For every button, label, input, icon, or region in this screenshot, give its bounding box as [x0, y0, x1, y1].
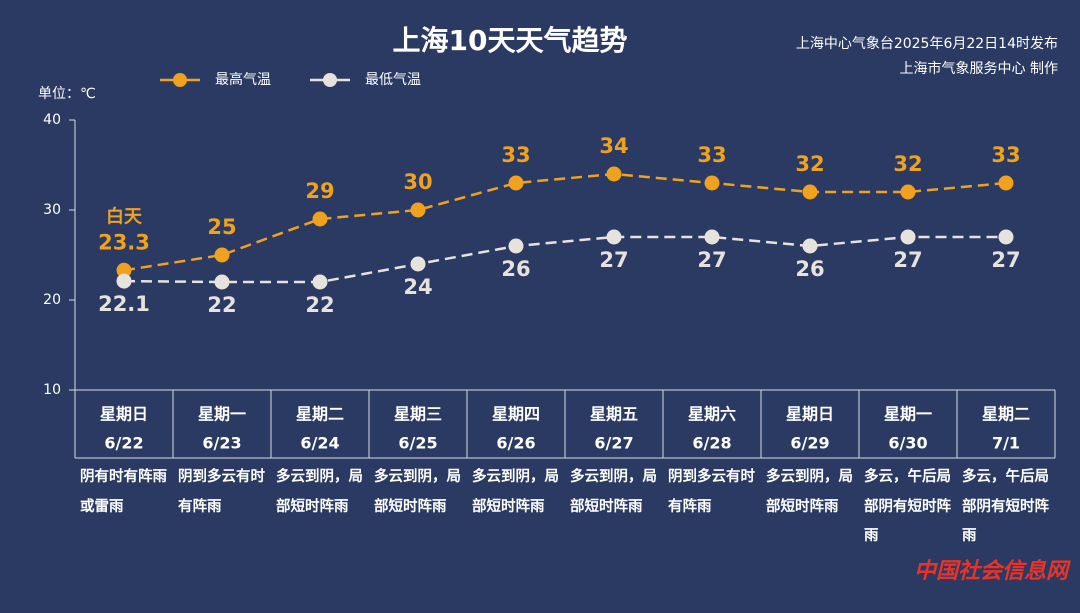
point — [214, 274, 230, 290]
date-label: 6/24 — [300, 434, 339, 453]
x-tick-label: 星期一 — [198, 405, 246, 424]
weather-description: 多云到阴，局部短时阵雨 — [570, 469, 657, 515]
data-label: 30 — [403, 170, 432, 194]
data-label: 27 — [599, 248, 628, 272]
data-label: 33 — [501, 143, 530, 167]
legend-marker — [173, 73, 187, 87]
series-line — [123, 172, 1007, 272]
data-label: 22 — [207, 293, 236, 317]
weather-description: 多云到阴，局部短时阵雨 — [766, 469, 853, 515]
watermark: 中国社会信息网 — [914, 558, 1071, 584]
point — [312, 211, 328, 227]
data-label: 26 — [795, 257, 824, 281]
date-label: 6/22 — [104, 434, 143, 453]
data-label: 33 — [991, 143, 1020, 167]
x-tick-label: 星期日 — [100, 405, 148, 424]
y-axis-label: 单位：℃ — [38, 86, 96, 102]
weather-description: 多云到阴，局部短时阵雨 — [374, 469, 461, 515]
legend-label: 最低气温 — [365, 72, 421, 88]
date-label: 6/27 — [594, 434, 633, 453]
weather-description: 多云到阴，局部短时阵雨 — [276, 469, 363, 515]
weather-description: 多云到阴，局部短时阵雨 — [472, 469, 559, 515]
data-label: 22.1 — [98, 292, 150, 316]
date-label: 6/26 — [496, 434, 535, 453]
weather-description: 多云，午后局部阴有短时阵雨 — [962, 469, 1049, 544]
date-label: 6/23 — [202, 434, 241, 453]
data-label: 34 — [599, 134, 628, 158]
legend-label: 最高气温 — [215, 71, 271, 88]
weather-description: 阴到多云有时有阵雨 — [668, 469, 755, 515]
date-label: 6/28 — [692, 434, 731, 453]
chart-title: 上海10天天气趋势 — [393, 24, 628, 57]
point — [900, 229, 916, 245]
data-label: 32 — [795, 152, 824, 176]
producer: 上海市气象服务中心 制作 — [900, 60, 1058, 77]
point — [116, 273, 132, 289]
point — [508, 175, 524, 191]
data-label: 23.3 — [98, 230, 150, 254]
data-label: 33 — [697, 143, 726, 167]
data-label: 25 — [207, 215, 236, 239]
x-tick-label: 星期二 — [982, 405, 1030, 424]
x-tick-label: 星期六 — [688, 405, 736, 424]
point — [998, 229, 1014, 245]
legend-marker — [323, 73, 337, 87]
data-label: 24 — [403, 275, 432, 299]
point — [900, 184, 916, 200]
weather-description: 阴到多云有时有阵雨 — [178, 469, 265, 515]
data-label: 27 — [697, 248, 726, 272]
x-tick-label: 星期日 — [786, 405, 834, 424]
data-label: 27 — [893, 248, 922, 272]
series-line — [123, 235, 1006, 284]
point — [802, 184, 818, 200]
issuer: 上海中心气象台2025年6月22日14时发布 — [796, 36, 1058, 52]
data-label: 22 — [305, 293, 334, 317]
point — [214, 247, 230, 263]
point — [606, 229, 622, 245]
x-tick-label: 星期四 — [492, 405, 540, 424]
y-tick-label: 10 — [43, 382, 61, 398]
weather-description: 阴有时有阵雨或雷雨 — [80, 469, 167, 515]
x-tick-label: 星期五 — [590, 405, 638, 424]
point — [704, 229, 720, 245]
y-tick-label: 20 — [43, 292, 61, 308]
point — [802, 238, 818, 254]
x-tick-label: 星期三 — [394, 405, 442, 424]
point — [704, 175, 720, 191]
data-label: 32 — [893, 152, 922, 176]
point — [998, 175, 1014, 191]
data-label: 26 — [501, 257, 530, 281]
date-label: 6/29 — [790, 434, 829, 453]
point — [508, 238, 524, 254]
data-label: 27 — [991, 248, 1020, 272]
y-tick-label: 40 — [43, 112, 61, 128]
point — [606, 166, 622, 182]
x-tick-label: 星期一 — [884, 405, 932, 424]
date-label: 6/30 — [888, 434, 927, 453]
y-tick-label: 30 — [43, 202, 61, 218]
date-label: 6/25 — [398, 434, 437, 453]
point — [410, 256, 426, 272]
x-tick-label: 星期二 — [296, 405, 344, 424]
annotation: 白天 — [106, 205, 143, 227]
weather-description: 多云，午后局部阴有短时阵雨 — [864, 469, 951, 544]
point — [312, 274, 328, 290]
data-label: 29 — [305, 179, 334, 203]
date-label: 7/1 — [992, 434, 1020, 453]
point — [410, 202, 426, 218]
point — [116, 262, 132, 278]
